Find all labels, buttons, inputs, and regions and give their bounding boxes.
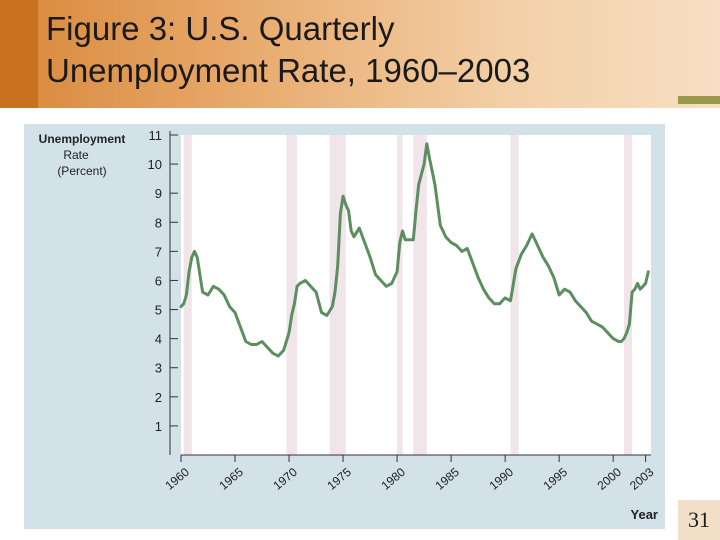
recession-band bbox=[329, 135, 346, 455]
y-tick-label: 9 bbox=[155, 186, 162, 201]
x-tick-label: 1970 bbox=[270, 465, 300, 493]
x-tick-label: 2000 bbox=[595, 465, 625, 493]
title-accent-bar bbox=[0, 0, 38, 108]
x-tick-label: 2003 bbox=[627, 465, 657, 493]
y-tick-label: 7 bbox=[155, 244, 162, 259]
y-axis-label-line-1: Unemployment bbox=[39, 132, 126, 146]
slide-title: Figure 3: U.S. Quarterly Unemployment Ra… bbox=[46, 8, 666, 92]
y-tick-label: 8 bbox=[155, 215, 162, 230]
x-tick-label: 1990 bbox=[487, 465, 517, 493]
y-tick-label: 2 bbox=[155, 390, 162, 405]
y-tick-label: 11 bbox=[149, 128, 163, 143]
x-tick-label: 1985 bbox=[433, 465, 463, 493]
x-tick-label: 1980 bbox=[379, 465, 409, 493]
x-tick-label: 1995 bbox=[541, 465, 571, 493]
y-tick-label: 3 bbox=[155, 361, 162, 376]
x-axis-label: Year bbox=[631, 507, 658, 522]
y-tick-label: 1 bbox=[155, 419, 162, 434]
recession-band bbox=[510, 135, 519, 455]
unemployment-rate-line bbox=[179, 142, 650, 358]
x-tick-label: 1975 bbox=[324, 465, 354, 493]
y-axis: 1 2 3 4 5 6 7 8 9 10 11 bbox=[148, 128, 178, 455]
y-tick-label: 10 bbox=[148, 157, 162, 172]
recession-band bbox=[397, 135, 403, 455]
x-tick-label: 1965 bbox=[216, 465, 246, 493]
slide-title-line-1: Figure 3: U.S. Quarterly bbox=[46, 10, 395, 47]
page-number-box bbox=[678, 500, 720, 540]
y-tick-label: 6 bbox=[155, 273, 162, 288]
olive-accent-bar bbox=[678, 96, 720, 104]
x-axis: 1960 1965 1970 1975 1980 1985 1990 1995 2000 2003 bbox=[162, 454, 657, 493]
x-tick-label: 1960 bbox=[162, 465, 192, 493]
y-tick-label: 5 bbox=[155, 303, 162, 318]
y-axis-label-line-3: (Percent) bbox=[57, 164, 106, 178]
page-number: 31 bbox=[688, 507, 710, 532]
y-tick-label: 4 bbox=[155, 332, 162, 347]
y-axis-label-line-2: Rate bbox=[63, 148, 89, 162]
title-band bbox=[0, 0, 720, 108]
slide-title-line-2: Unemployment Rate, 1960–2003 bbox=[46, 52, 531, 89]
recession-band bbox=[623, 135, 633, 455]
recession-band bbox=[286, 135, 298, 455]
